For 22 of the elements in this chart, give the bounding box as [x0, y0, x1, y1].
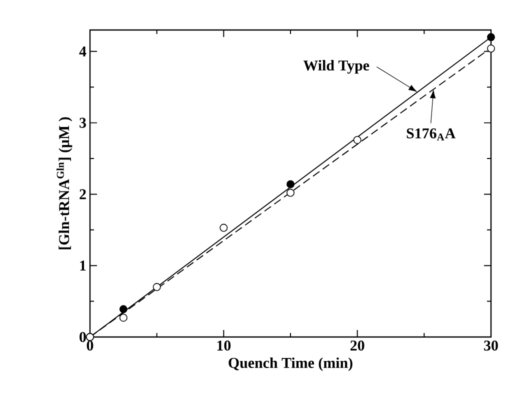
point	[353, 136, 362, 144]
y-tick-label: 1	[80, 260, 86, 271]
point	[119, 305, 128, 314]
y-tick-label: 2	[80, 189, 86, 200]
y-tick-label: 0	[80, 332, 86, 342]
y-tick-label: 3	[80, 118, 86, 128]
x-tick-label: 30	[484, 340, 498, 351]
y-axis-title: [Gln-tRNA$^{Gln}$] (μM )	[56, 117, 72, 250]
x-tick-label: 0	[86, 340, 94, 351]
point	[487, 44, 495, 53]
annotation: S176$_{A}$A	[406, 128, 456, 140]
x-tick-label: 10	[217, 340, 231, 351]
x-tick-label: 20	[350, 340, 364, 351]
point	[119, 314, 128, 322]
x-axis-title: Quench Time (min)	[228, 357, 352, 371]
point	[220, 224, 228, 232]
point	[487, 33, 495, 42]
y-tick-label: 4	[79, 46, 86, 56]
annotation: Wild Type	[303, 60, 370, 74]
point	[286, 180, 294, 188]
point	[286, 188, 294, 197]
point	[152, 283, 161, 292]
